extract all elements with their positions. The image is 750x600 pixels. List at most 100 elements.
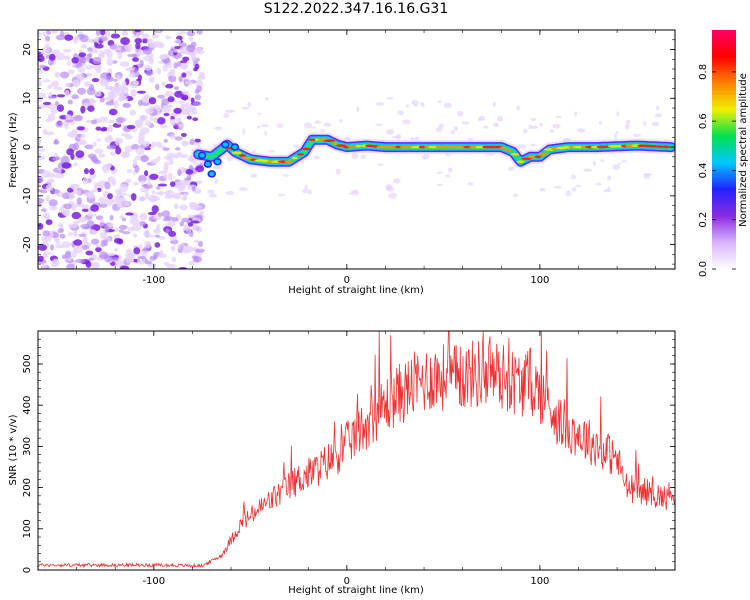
noise-blob <box>148 57 154 65</box>
noise-blob <box>107 252 116 256</box>
noise-blob <box>67 131 78 138</box>
noise-blob <box>125 212 134 216</box>
noise-blob <box>87 105 95 112</box>
noise-blob <box>178 266 188 269</box>
ridge-hotspot <box>521 157 532 161</box>
noise-blob <box>195 180 203 185</box>
noise-blob <box>101 126 108 131</box>
noise-blob <box>167 96 175 103</box>
noise-blob <box>618 162 622 165</box>
noise-blob <box>516 105 520 111</box>
noise-blob <box>150 159 159 164</box>
noise-blob <box>150 141 157 148</box>
noise-blob <box>91 49 99 54</box>
noise-blob <box>320 128 327 132</box>
noise-blob <box>163 112 170 117</box>
noise-blob <box>73 36 78 44</box>
noise-blob <box>55 52 66 61</box>
noise-blob <box>71 211 82 220</box>
snr-panel: -100 0 100 0 100 200 300 400 500 Height of stra… <box>8 330 676 596</box>
noise-blob <box>95 30 101 36</box>
noise-blob <box>137 255 147 259</box>
colorbar-label: Normalized spectral amplitude <box>738 73 749 227</box>
noise-blob <box>386 97 394 100</box>
noise-blob <box>265 96 269 101</box>
noise-blob <box>385 184 393 190</box>
noise-blob <box>64 251 71 259</box>
noise-blob <box>77 141 88 145</box>
noise-blob <box>98 78 108 85</box>
noise-blob <box>67 232 74 237</box>
ridge-hotspot <box>505 149 513 152</box>
noise-blob <box>91 238 100 245</box>
noise-blob <box>115 74 121 81</box>
noise-blob <box>116 116 125 124</box>
noise-blob <box>38 148 46 152</box>
noise-blob <box>99 50 106 57</box>
noise-blob <box>450 130 456 135</box>
noise-blob <box>401 119 411 125</box>
noise-blob <box>137 99 143 107</box>
noise-blob <box>108 92 116 97</box>
noise-blob <box>174 136 183 141</box>
noise-blob <box>43 235 52 242</box>
ridge-hotspot <box>510 153 520 156</box>
noise-blob <box>565 190 572 197</box>
colorbar-gradient <box>712 30 736 269</box>
noise-blob <box>103 163 112 169</box>
ridge-hotspot <box>308 138 316 142</box>
noise-blob <box>109 214 114 221</box>
noise-blob <box>81 245 90 250</box>
noise-blob <box>64 123 69 130</box>
noise-blob <box>148 76 155 83</box>
noise-blob <box>155 83 160 91</box>
snr-x-label: Height of straight line (km) <box>288 585 424 596</box>
noise-blob <box>130 193 137 201</box>
noise-blob <box>138 244 143 249</box>
noise-blob <box>109 43 118 50</box>
noise-blob <box>111 60 118 64</box>
noise-blob <box>211 166 220 169</box>
noise-blob <box>174 147 181 151</box>
noise-blob <box>65 114 72 120</box>
noise-blob <box>51 258 60 267</box>
noise-blob <box>571 187 577 192</box>
noise-blob <box>178 123 184 128</box>
noise-blob <box>313 120 322 124</box>
noise-blob <box>81 208 90 212</box>
noise-blob <box>178 179 188 186</box>
noise-blob <box>59 233 66 239</box>
noise-blob <box>517 144 527 149</box>
ridge-hotspot <box>500 146 507 150</box>
noise-blob <box>395 133 402 140</box>
noise-blob <box>106 223 114 227</box>
noise-blob <box>421 103 425 108</box>
noise-blob <box>94 43 104 49</box>
noise-blob <box>63 34 74 41</box>
noise-blob <box>47 178 55 184</box>
noise-blob <box>109 151 117 156</box>
noise-blob <box>180 132 187 137</box>
noise-blob <box>157 212 163 217</box>
noise-blob <box>162 64 168 72</box>
noise-blob <box>193 239 200 244</box>
noise-blob <box>165 35 172 40</box>
noise-blob <box>119 265 130 269</box>
noise-blob <box>161 210 171 218</box>
noise-blob <box>82 177 89 185</box>
noise-blob <box>257 112 262 115</box>
noise-blob <box>87 213 97 217</box>
noise-blob <box>513 193 518 198</box>
noise-blob <box>49 53 56 61</box>
noise-blob <box>583 168 593 172</box>
noise-blob <box>45 195 50 202</box>
noise-blob <box>174 38 182 44</box>
noise-blob <box>135 42 141 50</box>
noise-blob <box>133 233 138 238</box>
noise-blob <box>75 202 85 208</box>
noise-blob <box>47 95 57 99</box>
noise-blob <box>193 67 198 72</box>
noise-blob <box>41 254 49 259</box>
noise-blob <box>170 70 175 77</box>
noise-blob <box>135 147 145 155</box>
